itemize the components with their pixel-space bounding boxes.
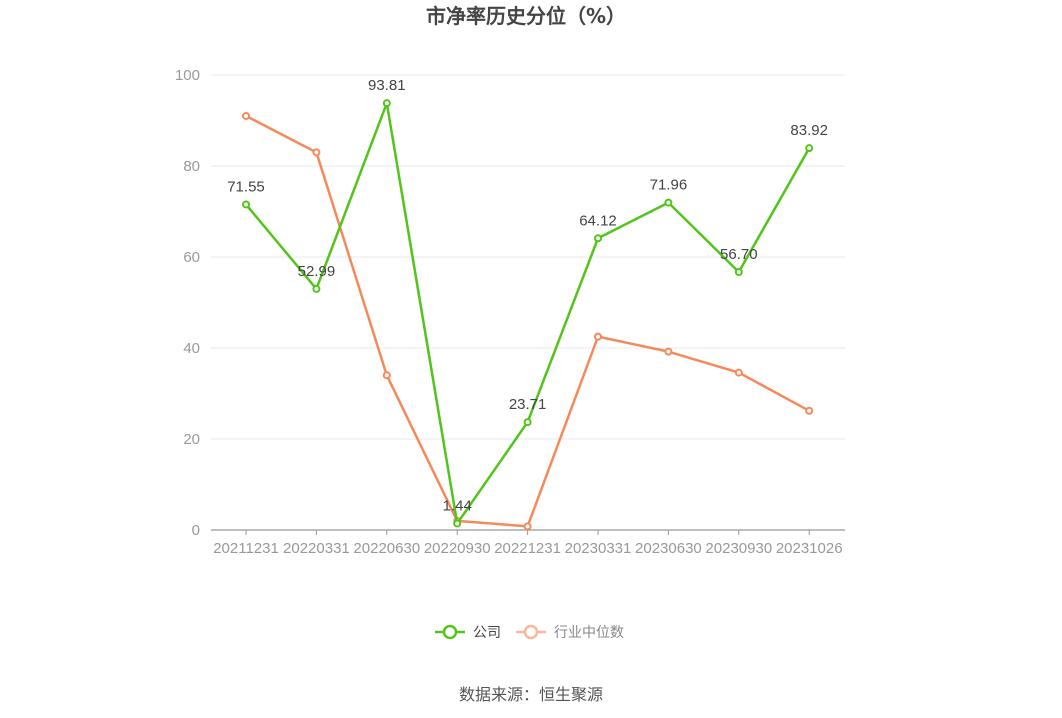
- x-tick-label: 20230930: [705, 540, 772, 557]
- data-label: 93.81: [368, 77, 406, 94]
- data-point: [523, 522, 532, 531]
- x-tick-label: 20220930: [424, 540, 491, 557]
- legend-label-industry-median: 行业中位数: [554, 625, 624, 641]
- x-tick-label: 20211231: [213, 540, 279, 557]
- data-point: [594, 234, 602, 243]
- x-tick-label: 20220331: [283, 540, 350, 557]
- legend-industry-marker: [523, 624, 539, 640]
- data-point: [312, 148, 321, 157]
- legend-item-company[interactable]: 公司: [435, 624, 501, 641]
- data-point: [453, 519, 462, 528]
- legend-company-marker: [442, 624, 458, 640]
- series-line: [245, 114, 810, 528]
- data-point: [805, 144, 814, 153]
- data-labels: 71.55 52.99 93.81 1.44 23.71 64.12 71.96 56.70 8…: [227, 77, 828, 514]
- y-tick-label: 40: [183, 340, 200, 357]
- data-point: [734, 368, 743, 377]
- x-tick-label: 20230331: [565, 540, 632, 557]
- data-label: 71.55: [227, 178, 265, 195]
- series-company: [242, 99, 814, 528]
- data-point: [382, 99, 391, 108]
- y-tick-label: 100: [175, 67, 200, 84]
- legend-item-industry-median[interactable]: 行业中位数: [516, 624, 624, 641]
- data-point: [242, 200, 250, 209]
- data-label: 52.99: [298, 263, 336, 280]
- data-point: [312, 284, 321, 293]
- legend-label-company: 公司: [473, 625, 501, 641]
- chart-title: 市净率历史分位（%）: [426, 4, 626, 28]
- data-point: [734, 268, 743, 277]
- data-source: 数据来源：恒生聚源: [459, 685, 603, 704]
- data-label: 83.92: [790, 122, 828, 139]
- x-tick-label: 20231026: [776, 540, 843, 557]
- data-point: [523, 418, 532, 427]
- data-label: 64.12: [579, 212, 617, 229]
- data-label: 23.71: [509, 396, 547, 413]
- data-point: [594, 332, 602, 341]
- x-tick-label: 20230630: [635, 540, 702, 557]
- data-point: [382, 371, 391, 380]
- data-point: [664, 347, 673, 356]
- y-tick-label: 60: [183, 249, 200, 266]
- legend[interactable]: 公司 行业中位数: [435, 624, 624, 641]
- data-label: 56.70: [720, 246, 758, 263]
- data-point: [664, 198, 673, 207]
- x-tick-label: 20220630: [353, 540, 420, 557]
- x-tick-label: 20221231: [494, 540, 561, 557]
- data-label: 71.96: [650, 177, 688, 194]
- series-industry-median: [242, 111, 814, 531]
- data-point: [805, 406, 814, 415]
- y-tick-label: 20: [183, 431, 200, 448]
- grid: [211, 74, 845, 440]
- data-label: 1.44: [443, 497, 472, 514]
- y-tick-label: 0: [192, 522, 200, 539]
- y-tick-label: 80: [183, 158, 200, 175]
- series-layer: [242, 99, 814, 531]
- data-point: [242, 111, 250, 120]
